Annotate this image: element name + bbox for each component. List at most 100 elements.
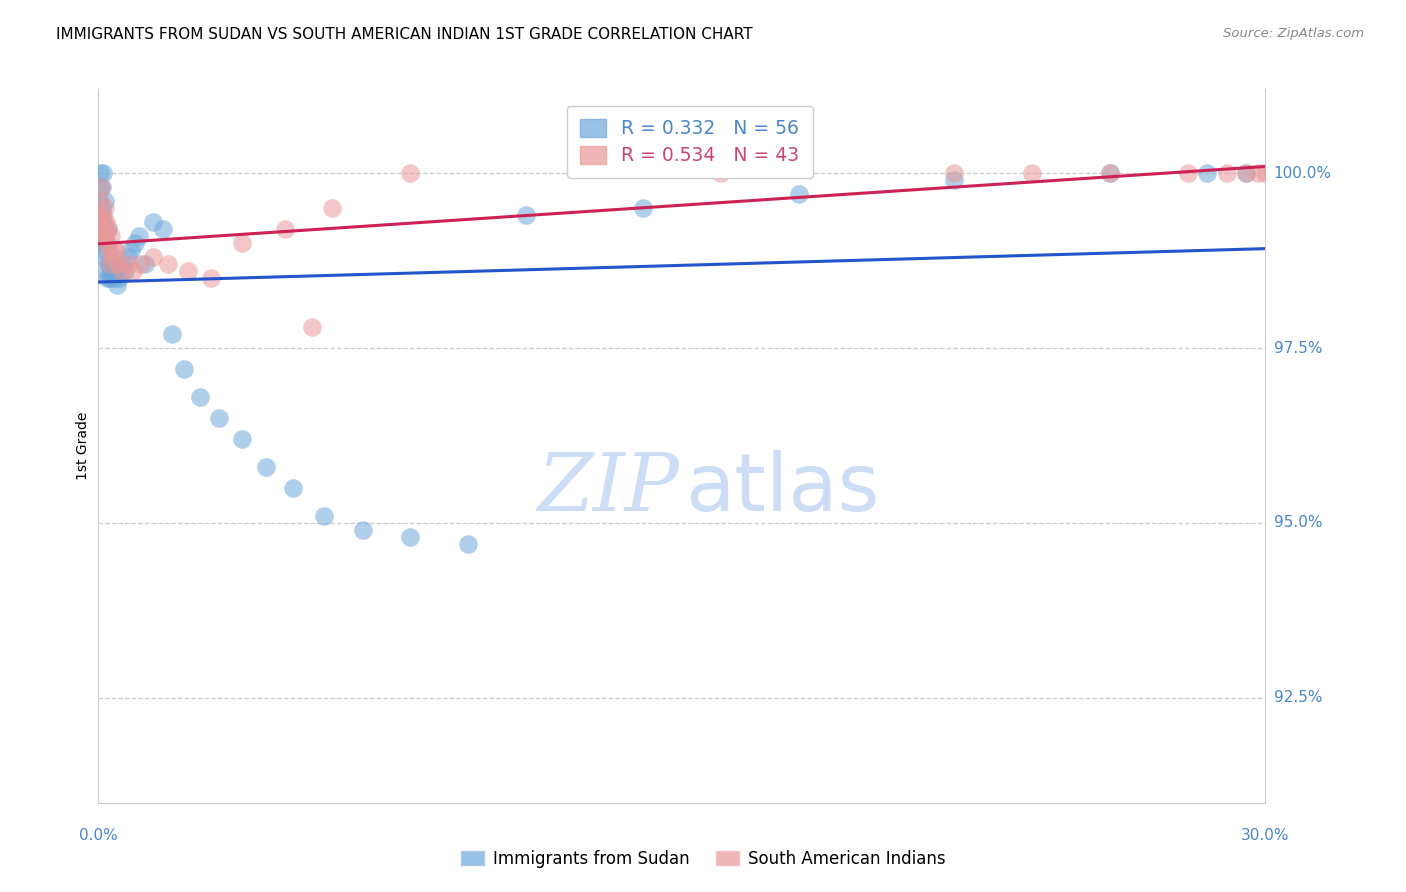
- Point: [152, 222, 174, 236]
- Text: 92.5%: 92.5%: [1274, 690, 1322, 706]
- Point: [352, 523, 374, 537]
- Point: [111, 257, 134, 271]
- Point: [312, 508, 335, 523]
- Point: [97, 257, 120, 271]
- Point: [710, 166, 733, 180]
- Point: [101, 271, 124, 285]
- Point: [1098, 166, 1121, 180]
- Text: 100.0%: 100.0%: [1274, 166, 1331, 181]
- Point: [274, 222, 297, 236]
- Point: [631, 201, 654, 215]
- Legend: R = 0.332   N = 56, R = 0.534   N = 43: R = 0.332 N = 56, R = 0.534 N = 43: [567, 106, 813, 178]
- Point: [94, 243, 117, 257]
- Y-axis label: 1st Grade: 1st Grade: [76, 412, 90, 480]
- Point: [111, 264, 134, 278]
- Point: [1254, 166, 1277, 180]
- Point: [787, 187, 810, 202]
- Point: [89, 208, 111, 222]
- Point: [96, 264, 118, 278]
- Point: [98, 257, 121, 271]
- Point: [107, 271, 129, 285]
- Point: [89, 166, 111, 180]
- Point: [96, 271, 118, 285]
- Point: [100, 229, 122, 244]
- Point: [97, 271, 120, 285]
- Point: [96, 236, 118, 251]
- Point: [157, 257, 180, 271]
- Point: [104, 243, 127, 257]
- Point: [91, 201, 114, 215]
- Point: [105, 278, 128, 293]
- Point: [142, 215, 165, 229]
- Text: ZIP: ZIP: [537, 450, 679, 527]
- Text: 95.0%: 95.0%: [1274, 516, 1322, 531]
- Point: [177, 264, 200, 278]
- Point: [114, 264, 136, 278]
- Point: [281, 481, 304, 495]
- Point: [142, 250, 165, 264]
- Point: [90, 222, 112, 236]
- Point: [89, 180, 111, 194]
- Point: [93, 215, 115, 229]
- Point: [173, 362, 195, 376]
- Text: Source: ZipAtlas.com: Source: ZipAtlas.com: [1223, 27, 1364, 40]
- Point: [104, 271, 127, 285]
- Point: [91, 166, 114, 180]
- Point: [91, 229, 114, 244]
- Point: [129, 257, 152, 271]
- Point: [93, 250, 115, 264]
- Point: [231, 236, 253, 251]
- Point: [93, 201, 115, 215]
- Point: [91, 208, 114, 222]
- Point: [301, 320, 323, 334]
- Point: [91, 180, 114, 194]
- Point: [97, 222, 120, 236]
- Point: [254, 460, 277, 475]
- Point: [94, 229, 117, 244]
- Point: [103, 250, 125, 264]
- Point: [93, 229, 115, 244]
- Point: [117, 257, 139, 271]
- Text: 30.0%: 30.0%: [1241, 828, 1289, 843]
- Point: [103, 243, 125, 257]
- Point: [100, 264, 122, 278]
- Point: [97, 222, 120, 236]
- Point: [89, 229, 111, 244]
- Point: [1234, 166, 1257, 180]
- Point: [398, 530, 420, 544]
- Point: [107, 257, 129, 271]
- Point: [457, 537, 479, 551]
- Legend: Immigrants from Sudan, South American Indians: Immigrants from Sudan, South American In…: [453, 844, 953, 875]
- Point: [93, 208, 115, 222]
- Point: [101, 250, 124, 264]
- Text: 97.5%: 97.5%: [1274, 341, 1322, 356]
- Point: [1215, 166, 1237, 180]
- Point: [98, 257, 121, 271]
- Point: [89, 194, 111, 208]
- Point: [122, 264, 145, 278]
- Text: IMMIGRANTS FROM SUDAN VS SOUTH AMERICAN INDIAN 1ST GRADE CORRELATION CHART: IMMIGRANTS FROM SUDAN VS SOUTH AMERICAN …: [56, 27, 752, 42]
- Point: [121, 243, 143, 257]
- Point: [90, 180, 112, 194]
- Point: [200, 271, 222, 285]
- Text: atlas: atlas: [685, 450, 880, 528]
- Point: [943, 173, 966, 187]
- Point: [90, 215, 112, 229]
- Point: [94, 194, 117, 208]
- Point: [90, 236, 112, 251]
- Point: [124, 236, 146, 251]
- Point: [117, 250, 139, 264]
- Point: [96, 215, 118, 229]
- Point: [89, 222, 111, 236]
- Point: [515, 208, 537, 222]
- Point: [93, 222, 115, 236]
- Point: [128, 229, 150, 244]
- Point: [1195, 166, 1218, 180]
- Point: [398, 166, 420, 180]
- Point: [188, 390, 211, 404]
- Point: [89, 194, 111, 208]
- Point: [1098, 166, 1121, 180]
- Point: [1021, 166, 1043, 180]
- Point: [1177, 166, 1199, 180]
- Point: [98, 243, 121, 257]
